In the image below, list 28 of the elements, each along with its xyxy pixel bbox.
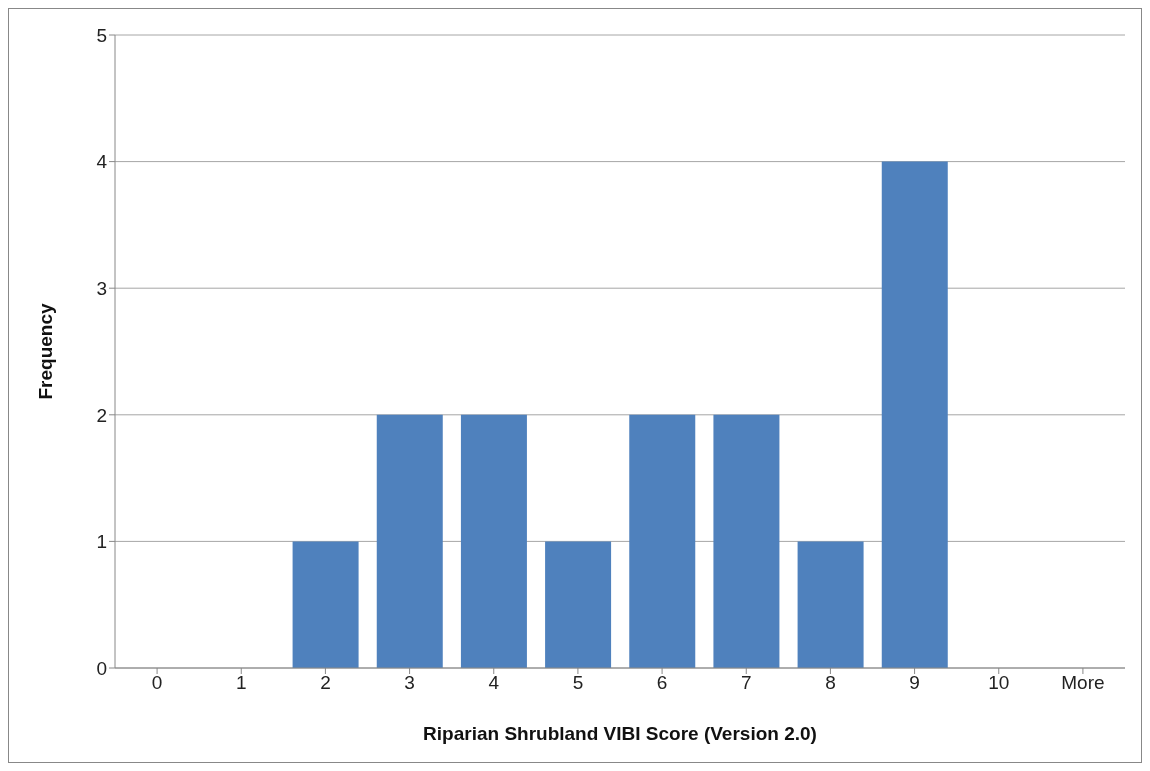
x-tick-label: 0 xyxy=(151,672,163,694)
bar xyxy=(545,541,612,668)
y-axis-title: Frequency xyxy=(34,303,56,400)
x-tick-label: 6 xyxy=(656,672,668,694)
x-tick-label: 2 xyxy=(320,672,331,694)
y-tick-label: 3 xyxy=(96,277,107,299)
bar xyxy=(629,414,696,668)
bar xyxy=(713,414,780,668)
bar xyxy=(376,414,443,668)
x-tick-label: More xyxy=(1061,672,1105,694)
x-tick-label: 10 xyxy=(988,672,1010,694)
y-tick-label: 4 xyxy=(96,151,108,173)
bar xyxy=(292,541,359,668)
x-tick-label: 8 xyxy=(825,672,836,694)
x-tick-label: 4 xyxy=(488,672,500,694)
x-tick-label: 5 xyxy=(572,672,584,694)
bar xyxy=(460,414,527,668)
bar xyxy=(797,541,864,668)
bar xyxy=(881,161,948,668)
x-tick-label: 9 xyxy=(909,672,920,694)
x-axis-title: Riparian Shrubland VIBI Score (Version 2.0) xyxy=(423,723,817,744)
x-tick-label: 3 xyxy=(404,672,415,694)
y-tick-label: 1 xyxy=(96,531,107,553)
y-tick-label: 0 xyxy=(96,657,107,679)
x-tick-label: 7 xyxy=(740,672,752,694)
y-tick-label: 5 xyxy=(96,24,107,46)
y-tick-label: 2 xyxy=(96,404,107,426)
x-tick-label: 1 xyxy=(235,672,247,694)
